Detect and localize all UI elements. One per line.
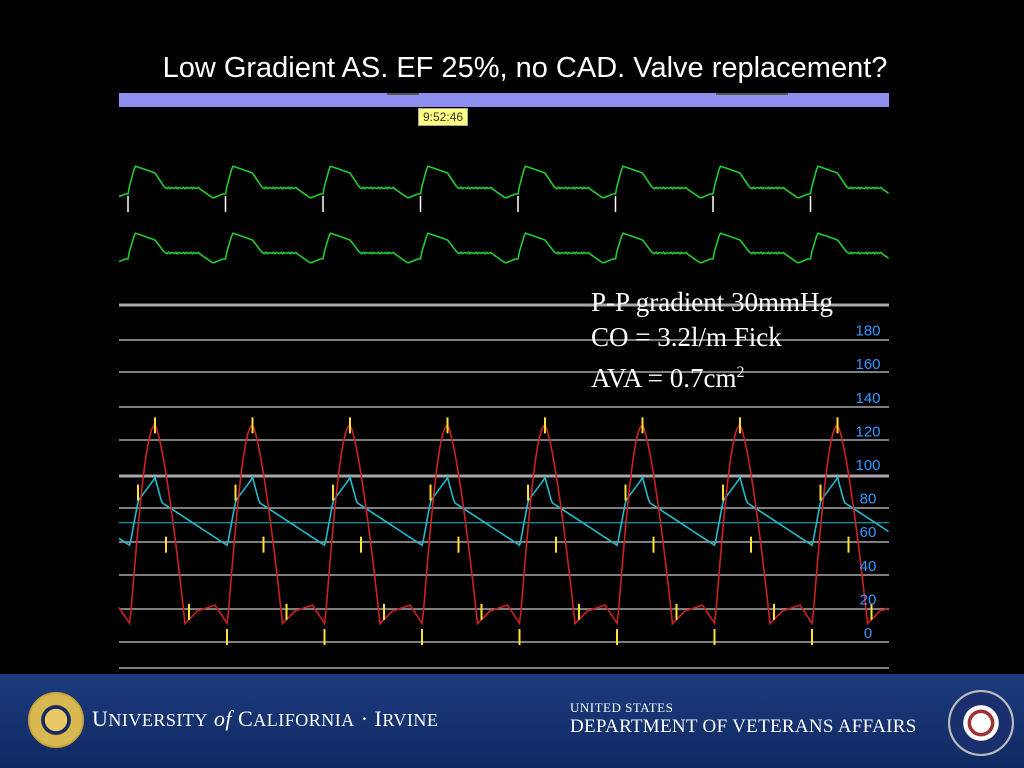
scale-label: 140	[855, 390, 880, 407]
va-title: DEPARTMENT OF VETERANS AFFAIRS	[570, 716, 917, 737]
lv-pressure-trace	[118, 424, 889, 626]
scale-label: 40	[860, 558, 877, 575]
beat-markers	[137, 417, 873, 646]
scale-label: 60	[860, 524, 877, 541]
scale-label: 180	[855, 323, 880, 340]
uci-seal-icon	[28, 692, 84, 748]
monitor-timestamp: 9:52:46	[418, 108, 469, 126]
pressure-traces	[118, 424, 889, 626]
cardiac-output-text: CO = 3.2l/m Fick	[591, 322, 782, 352]
va-subtitle: UNITED STATES	[570, 700, 674, 715]
scale-label: 100	[855, 457, 880, 474]
valve-area-value: AVA = 0.7cm	[591, 363, 737, 393]
scale-label: 20	[860, 591, 877, 608]
ecg-traces	[118, 165, 889, 264]
header-tick-mark	[387, 93, 419, 95]
valve-area-exponent: 2	[736, 364, 745, 381]
va-seal-icon	[948, 690, 1014, 756]
monitor-header-bar	[119, 93, 889, 107]
uci-wordmark: UNIVERSITY of CALIFORNIA · IRVINE	[92, 706, 439, 731]
slide-title: Low Gradient AS. EF 25%, no CAD. Valve r…	[162, 52, 888, 84]
footer-banner	[0, 674, 1024, 768]
valve-area-text: AVA = 0.7cm2	[591, 355, 833, 396]
gradient-text: P-P gradient 30mmHg	[591, 287, 833, 317]
scale-label: 120	[855, 423, 880, 440]
ecg-lead-1	[118, 165, 889, 199]
scale-label: 160	[855, 356, 880, 373]
aortic-pressure-trace	[118, 475, 889, 547]
header-tick-mark	[716, 93, 788, 95]
scale-label: 80	[860, 491, 877, 508]
hemodynamic-annotation: P-P gradient 30mmHg CO = 3.2l/m Fick AVA…	[591, 285, 833, 396]
pressure-scale: 180 160 140 120 100 80 60 40 20 0	[855, 323, 880, 642]
scale-label: 0	[864, 625, 872, 642]
ecg-lead-2	[118, 232, 889, 264]
pressure-grid	[119, 303, 889, 669]
